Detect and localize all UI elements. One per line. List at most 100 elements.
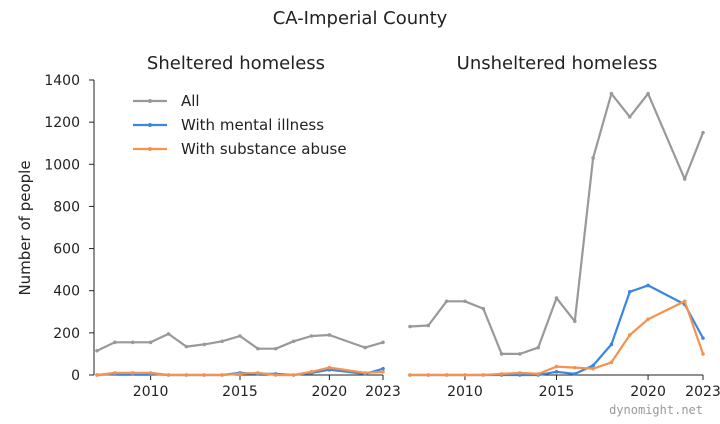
panel-1-point-all-2012 bbox=[184, 344, 189, 349]
panel-2-point-all-2014 bbox=[536, 345, 540, 350]
panel-2-point-with-substance-abuse-2012 bbox=[499, 372, 504, 376]
y-axis-label: Number of people bbox=[16, 160, 34, 295]
panel-2-point-all-2017 bbox=[591, 156, 595, 160]
panel-2-x-tick-label-2015: 2015 bbox=[539, 384, 575, 400]
chart-title: CA-Imperial County bbox=[273, 8, 448, 29]
panel-2-point-all-2011 bbox=[481, 306, 486, 311]
panel-2-point-with-substance-abuse-2017 bbox=[591, 366, 595, 371]
legend-marker-all bbox=[148, 99, 152, 103]
panel-1-point-all-2019 bbox=[309, 334, 314, 338]
panel-2-point-all-2007 bbox=[408, 324, 412, 329]
panel-1-point-with-substance-abuse-2017 bbox=[273, 373, 278, 377]
panel-2-point-with-substance-abuse-2014 bbox=[536, 372, 540, 376]
panel-1-point-with-substance-abuse-2007 bbox=[95, 373, 99, 377]
panel-1-point-with-mental-illness-2023 bbox=[381, 366, 385, 371]
panel-1-point-all-2015 bbox=[238, 334, 242, 338]
panel-1-x-tick-label-2023: 2023 bbox=[365, 384, 401, 400]
legend-label-all: All bbox=[181, 92, 200, 110]
panel-2-point-with-substance-abuse-2018 bbox=[609, 360, 614, 365]
panel-2-point-all-2009 bbox=[444, 299, 449, 304]
y-tick-label-1000: 1000 bbox=[44, 157, 80, 173]
panel-2-point-with-mental-illness-2020 bbox=[646, 283, 650, 288]
panel-1-subtitle: Sheltered homeless bbox=[147, 53, 325, 74]
panel-1-point-all-2014 bbox=[220, 339, 224, 344]
y-tick-label-200: 200 bbox=[53, 326, 80, 342]
panel-2-point-with-substance-abuse-2010 bbox=[463, 373, 467, 377]
legend-label-with-mental-illness: With mental illness bbox=[181, 116, 324, 134]
panel-1-point-all-2008 bbox=[113, 340, 117, 345]
panel-1-point-all-2011 bbox=[166, 332, 171, 336]
panel-1-point-all-2017 bbox=[273, 346, 278, 351]
y-tick-label-400: 400 bbox=[53, 284, 80, 300]
panel-1-point-all-2022 bbox=[363, 345, 367, 350]
panel-2-point-with-mental-illness-2016 bbox=[573, 372, 577, 376]
panel-2-point-with-substance-abuse-2023 bbox=[701, 352, 705, 356]
panel-2-point-with-substance-abuse-2008 bbox=[426, 373, 431, 377]
panel-1-point-with-substance-abuse-2016 bbox=[256, 371, 260, 375]
y-tick-label-600: 600 bbox=[53, 242, 80, 258]
panel-1-point-all-2016 bbox=[256, 346, 260, 351]
panel-1-point-with-substance-abuse-2012 bbox=[184, 373, 189, 377]
panel-2-point-with-mental-illness-2015 bbox=[554, 370, 559, 374]
panel-2-point-all-2012 bbox=[499, 352, 504, 356]
panel-2-point-with-substance-abuse-2011 bbox=[481, 373, 486, 377]
panel-2-point-with-mental-illness-2019 bbox=[627, 289, 632, 294]
legend-marker-with-substance-abuse bbox=[148, 147, 152, 151]
legend-marker-with-mental-illness bbox=[148, 123, 152, 127]
panel-2-point-all-2023 bbox=[701, 130, 705, 135]
panel-2-point-with-mental-illness-2023 bbox=[701, 336, 705, 340]
panel-1-point-with-substance-abuse-2008 bbox=[113, 371, 117, 375]
panel-2-point-all-2019 bbox=[627, 115, 632, 119]
panel-2-point-all-2022 bbox=[682, 177, 687, 181]
panel-1-point-with-substance-abuse-2010 bbox=[148, 371, 153, 375]
panel-2-point-with-substance-abuse-2007 bbox=[408, 373, 412, 377]
panel-1-point-all-2007 bbox=[95, 348, 99, 353]
panel-2-series-with-substance-abuse bbox=[408, 300, 705, 377]
panel-2-series-all bbox=[408, 92, 705, 355]
panel-1-point-with-substance-abuse-2020 bbox=[327, 365, 332, 370]
panel-1-x-tick-label-2015: 2015 bbox=[222, 384, 258, 400]
panel-2-point-with-substance-abuse-2013 bbox=[518, 371, 522, 375]
panel-1-point-all-2023 bbox=[381, 340, 385, 345]
panel-2-point-all-2020 bbox=[646, 91, 650, 96]
panel-1-x-tick-label-2010: 2010 bbox=[133, 384, 169, 400]
panel-1-point-all-2010 bbox=[148, 340, 153, 345]
panel-1-series-with-substance-abuse bbox=[95, 366, 385, 377]
panel-2-point-with-substance-abuse-2019 bbox=[627, 333, 632, 337]
panel-1-point-with-substance-abuse-2009 bbox=[130, 371, 135, 375]
panel-1-x-tick-label-2020: 2020 bbox=[312, 384, 348, 400]
panel-1-point-with-substance-abuse-2019 bbox=[309, 370, 314, 374]
panel-2-x-tick-label-2020: 2020 bbox=[630, 384, 666, 400]
panel-1-point-with-substance-abuse-2014 bbox=[220, 373, 224, 377]
panel-1-point-with-substance-abuse-2015 bbox=[238, 372, 242, 376]
panel-1-point-all-2013 bbox=[202, 342, 207, 347]
panel-1-point-all-2009 bbox=[130, 340, 135, 345]
panel-2-point-with-substance-abuse-2009 bbox=[444, 373, 449, 377]
panel-2-point-with-substance-abuse-2020 bbox=[646, 317, 650, 321]
panel-1-point-all-2018 bbox=[291, 339, 296, 344]
y-tick-label-0: 0 bbox=[71, 368, 80, 384]
panel-1-point-with-substance-abuse-2011 bbox=[166, 373, 171, 377]
panel-1-point-with-substance-abuse-2013 bbox=[202, 373, 207, 377]
panel-1-point-all-2020 bbox=[327, 333, 332, 337]
panel-2-subtitle: Unsheltered homeless bbox=[457, 53, 658, 74]
panel-1-point-with-substance-abuse-2023 bbox=[381, 370, 385, 374]
panel-1-point-with-substance-abuse-2022 bbox=[363, 371, 367, 375]
panel-2-x-tick-label-2010: 2010 bbox=[447, 384, 483, 400]
panel-1-point-with-substance-abuse-2018 bbox=[291, 373, 296, 377]
panel-2-point-all-2010 bbox=[463, 299, 467, 304]
panel-2-point-with-mental-illness-2018 bbox=[609, 342, 614, 347]
panel-2-point-with-substance-abuse-2022 bbox=[682, 299, 687, 304]
panel-2-point-with-substance-abuse-2015 bbox=[554, 364, 559, 369]
panel-2-point-all-2018 bbox=[609, 91, 614, 96]
panel-2-point-with-mental-illness-2017 bbox=[591, 363, 595, 368]
panel-2-point-all-2015 bbox=[554, 296, 559, 300]
panel-2-point-all-2013 bbox=[518, 352, 522, 356]
panel-2-point-with-substance-abuse-2016 bbox=[573, 365, 577, 370]
y-tick-label-1400: 1400 bbox=[44, 73, 80, 89]
panel-2-point-all-2008 bbox=[426, 323, 431, 328]
y-tick-label-1200: 1200 bbox=[44, 115, 80, 131]
panel-2-x-tick-label-2023: 2023 bbox=[685, 384, 720, 400]
panel-1-series-all bbox=[95, 332, 385, 352]
